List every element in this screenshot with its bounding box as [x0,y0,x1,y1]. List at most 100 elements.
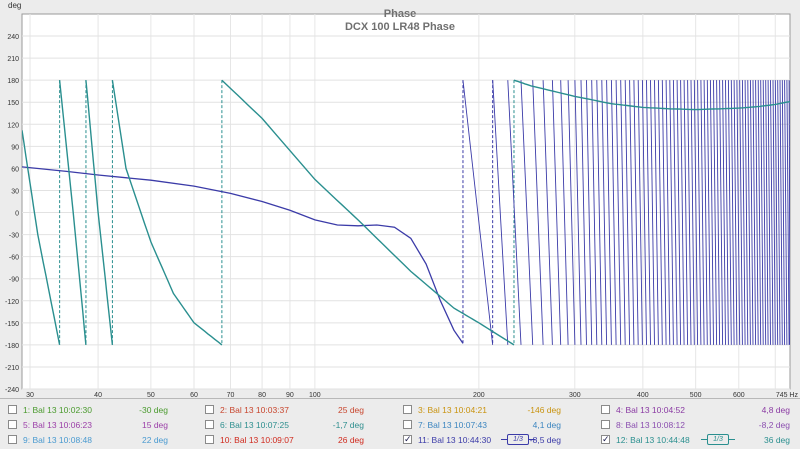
legend-checkbox[interactable] [403,420,412,429]
y-tick-label: -120 [5,299,19,306]
x-tick-label: 745 Hz [776,392,799,398]
y-tick-label: -180 [5,343,19,350]
legend-label: 1: Bal 13 10:02:30 [23,405,93,415]
legend-value: -1,7 deg [332,420,364,430]
x-tick-label: 30 [26,392,34,398]
legend-label: 6: Bal 13 10:07:25 [220,420,290,430]
y-tick-label: -60 [9,255,19,262]
y-tick-label: 150 [7,100,19,107]
legend-checkbox[interactable]: ✓ [403,434,412,444]
series-12-line [85,80,114,345]
legend-row: 9: Bal 13 10:08:48 22 deg 10: Bal 13 10:09… [0,431,800,449]
smoothing-line [529,439,535,440]
legend-checkbox[interactable] [601,420,610,429]
x-tick-label: 40 [94,392,102,398]
y-tick-label: -240 [5,387,19,394]
legend-value: -146 deg [527,405,561,415]
x-tick-label: 500 [690,392,702,398]
x-tick-label: 70 [227,392,235,398]
legend-value: 4,1 deg [532,420,561,430]
y-tick-label: 60 [11,166,19,173]
legend-checkbox[interactable] [205,420,214,429]
legend-item[interactable]: ✓ 12: Bal 13 10:44:48 1/3 36 deg [601,431,790,449]
legend-label: 11: Bal 13 10:44:30 [418,435,492,445]
legend-value: 4,8 deg [761,405,790,415]
legend-value: -8,2 deg [758,420,790,430]
y-tick-label: 30 [11,188,19,195]
legend-value: 22 deg [142,435,168,445]
legend-label: 4: Bal 13 10:04:52 [616,405,686,415]
y-tick-label: 210 [7,56,19,63]
chart-title: Phase [384,8,416,20]
legend-checkbox[interactable]: ✓ [601,434,610,444]
series-12-line [221,79,515,346]
legend-item[interactable]: 3: Bal 13 10:04:21 -146 deg [403,401,561,419]
smoothing-button[interactable]: 1/3 [507,434,529,445]
chart-subtitle: DCX 100 LR48 Phase [345,21,455,33]
legend-value: 15 deg [142,420,168,430]
series-12-line [111,80,223,346]
series-11-wraps [462,80,790,345]
series-12-line [22,130,61,346]
y-tick-label: -30 [9,233,19,240]
series-12-line [58,80,87,345]
y-tick-label: 180 [7,78,19,85]
legend-value: -8,5 deg [529,435,561,445]
legend-item[interactable]: 2: Bal 13 10:03:37 25 deg [205,401,364,419]
series-11-line [22,166,464,344]
legend-row: 5: Bal 13 10:06:23 15 deg 6: Bal 13 10:07:… [0,416,800,434]
smoothing-line [501,439,507,440]
legend-checkbox[interactable] [403,405,412,414]
legend-item[interactable]: 8: Bal 13 10:08:12 -8,2 deg [601,416,790,434]
x-tick-label: 300 [569,392,581,398]
x-tick-label: 200 [473,392,485,398]
legend-label: 10: Bal 13 10:09:07 [220,435,294,445]
smoothing-line [701,439,707,440]
legend-item[interactable]: 10: Bal 13 10:09:07 26 deg [205,431,364,449]
legend-checkbox[interactable] [8,405,17,414]
legend-item[interactable]: 5: Bal 13 10:06:23 15 deg [8,416,168,434]
legend-checkbox[interactable] [8,420,17,429]
legend-value: 26 deg [338,435,364,445]
legend-item[interactable]: 6: Bal 13 10:07:25 -1,7 deg [205,416,364,434]
x-tick-label: 90 [286,392,294,398]
smoothing-button[interactable]: 1/3 [707,434,729,445]
smoothing-line [729,439,735,440]
legend-label: 9: Bal 13 10:08:48 [23,435,93,445]
legend-row: 1: Bal 13 10:02:30 -30 deg 2: Bal 13 10:03… [0,401,800,419]
axis-ticks: -240 -210 -180 -150 -120 -90 -60 -30 0 30 60 90 120 1… [5,34,799,398]
legend-label: 12: Bal 13 10:44:48 [616,435,690,445]
y-tick-label: 0 [15,211,19,218]
legend-panel: 1: Bal 13 10:02:30 -30 deg 2: Bal 13 10:03… [0,398,800,448]
x-tick-label: 80 [258,392,266,398]
y-tick-label: -210 [5,365,19,372]
legend-item[interactable]: 4: Bal 13 10:04:52 4,8 deg [601,401,790,419]
legend-checkbox[interactable] [205,405,214,414]
y-tick-label: -150 [5,321,19,328]
y-tick-label: 120 [7,122,19,129]
y-tick-label: -90 [9,277,19,284]
legend-value: 36 deg [764,435,790,445]
legend-label: 3: Bal 13 10:04:21 [418,405,488,415]
legend-checkbox[interactable] [601,405,610,414]
legend-label: 7: Bal 13 10:07:43 [418,420,488,430]
y-axis-unit: deg [8,1,21,10]
legend-item[interactable]: 7: Bal 13 10:07:43 4,1 deg [403,416,561,434]
legend-item[interactable]: 9: Bal 13 10:08:48 22 deg [8,431,168,449]
legend-label: 5: Bal 13 10:06:23 [23,420,93,430]
legend-item[interactable]: 1: Bal 13 10:02:30 -30 deg [8,401,168,419]
legend-label: 2: Bal 13 10:03:37 [220,405,290,415]
phase-chart: -240 -210 -180 -150 -120 -90 -60 -30 0 30 60 90 120 1… [4,1,799,398]
x-tick-label: 600 [733,392,745,398]
legend-checkbox[interactable] [205,435,214,444]
x-tick-label: 50 [147,392,155,398]
x-tick-label: 100 [309,392,321,398]
data-curves [22,79,790,346]
y-tick-label: 240 [7,34,19,41]
legend-checkbox[interactable] [8,435,17,444]
legend-item[interactable]: ✓ 11: Bal 13 10:44:30 1/3 -8,5 deg [403,431,561,449]
x-tick-label: 400 [637,392,649,398]
legend-value: -30 deg [139,405,168,415]
x-tick-label: 60 [190,392,198,398]
y-tick-label: 90 [11,144,19,151]
